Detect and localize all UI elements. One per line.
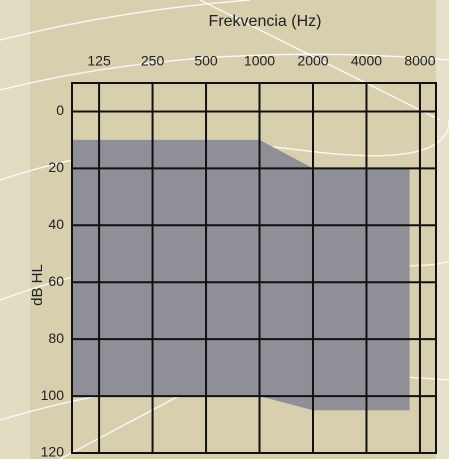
background-band bbox=[0, 0, 30, 459]
range-area bbox=[72, 139, 410, 411]
y-tick-label: 60 bbox=[48, 273, 64, 289]
y-axis-label: dB HL bbox=[29, 264, 46, 306]
decor-curve bbox=[0, 53, 449, 91]
background-band bbox=[436, 0, 449, 459]
x-tick-label: 250 bbox=[141, 53, 165, 69]
x-tick-label: 125 bbox=[87, 53, 111, 69]
x-tick-label: 500 bbox=[194, 53, 218, 69]
decor-curve bbox=[199, 0, 441, 121]
y-tick-label: 100 bbox=[41, 387, 65, 403]
plot-frame bbox=[71, 82, 437, 454]
x-tick-label: 1000 bbox=[244, 53, 275, 69]
y-tick-label: 80 bbox=[48, 330, 64, 346]
x-tick-label: 4000 bbox=[351, 53, 382, 69]
y-tick-label: 0 bbox=[56, 102, 64, 118]
decor-curve bbox=[0, 0, 251, 41]
y-tick-label: 40 bbox=[48, 216, 64, 232]
y-tick-label: 120 bbox=[41, 444, 65, 459]
x-axis-label: Frekvencia (Hz) bbox=[209, 13, 322, 30]
x-tick-label: 8000 bbox=[404, 53, 435, 69]
x-tick-label: 2000 bbox=[297, 53, 328, 69]
y-tick-label: 20 bbox=[48, 159, 64, 175]
